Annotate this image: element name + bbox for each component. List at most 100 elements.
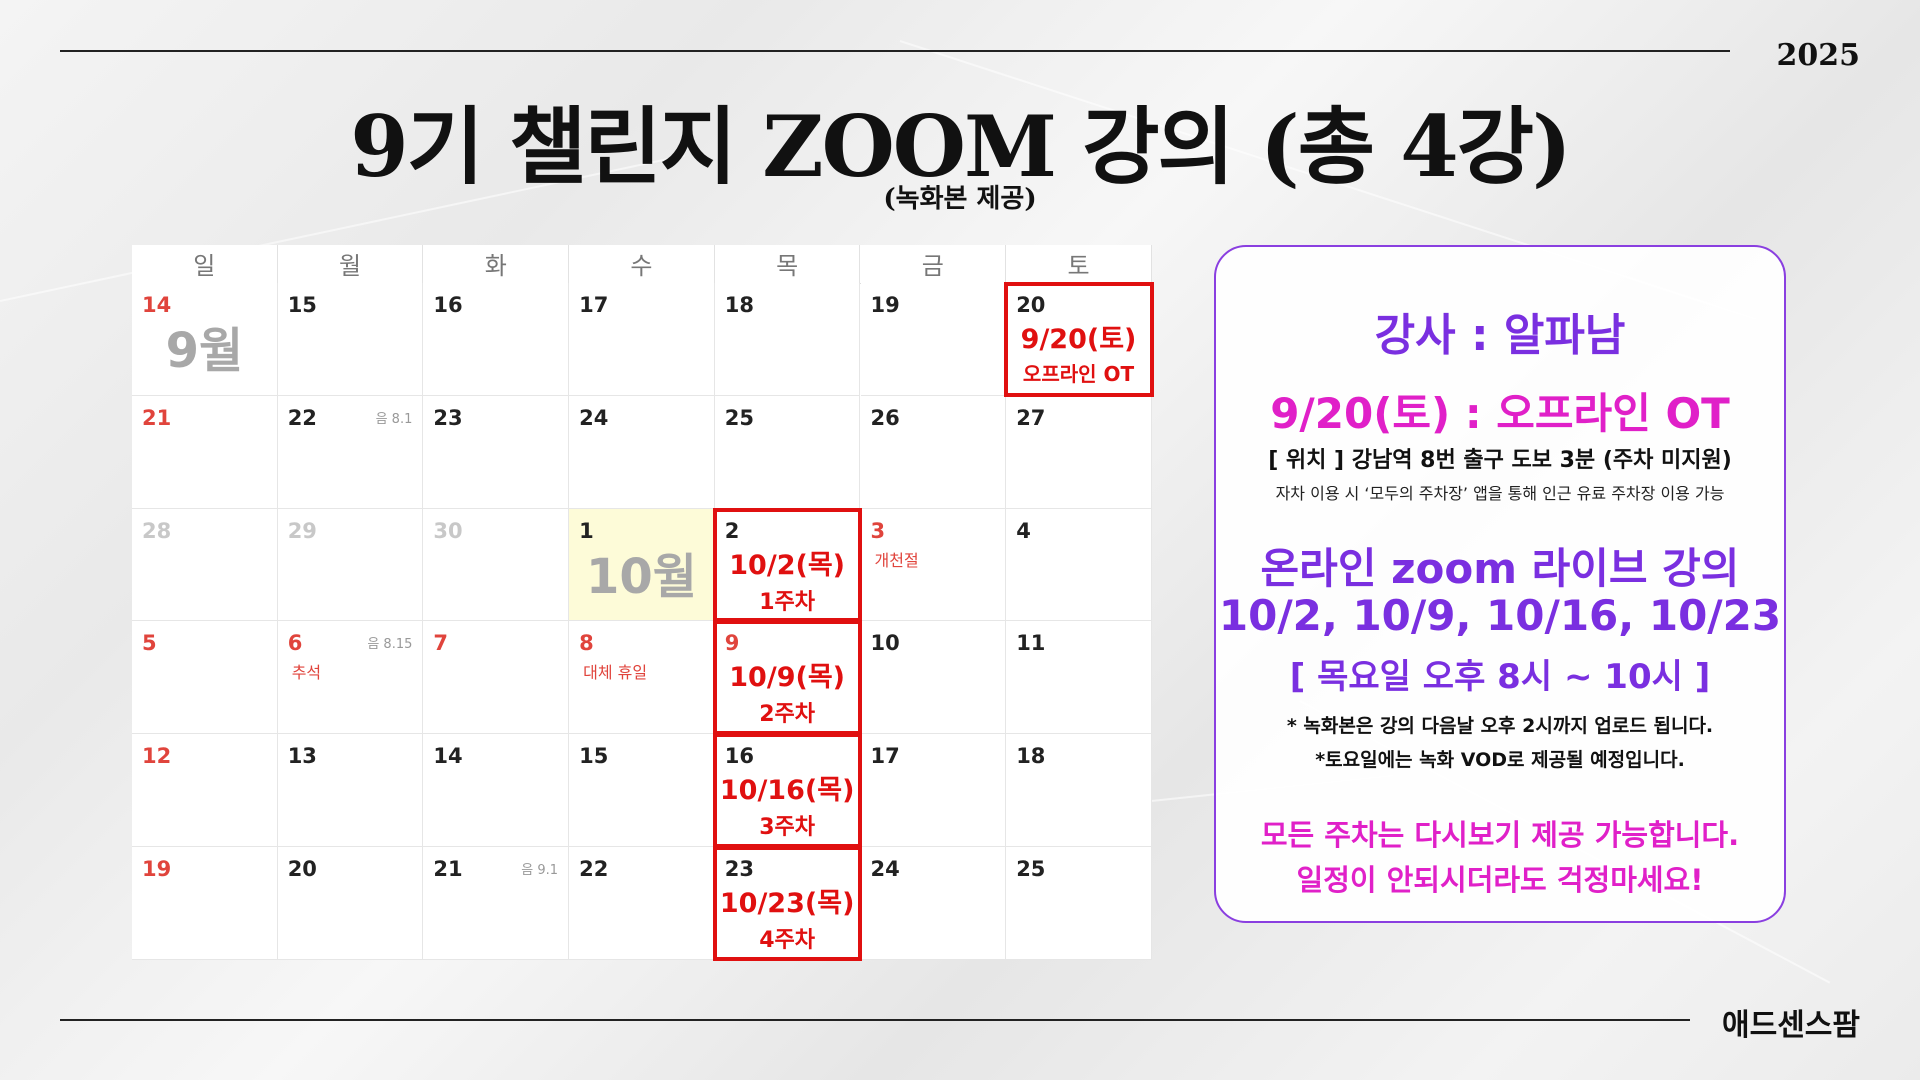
calendar-day: 13 (277, 734, 424, 847)
event-caption: 2주차 (759, 702, 816, 728)
calendar-day: 8 대체 휴일 (569, 621, 715, 735)
offline-ot-heading: 9/20(토) : 오프라인 OT (1270, 389, 1730, 438)
day-number: 10 (870, 631, 900, 656)
lunar-date: 음 8.15 (367, 637, 413, 653)
calendar-day: 23 10/23(목) 4주차 (714, 847, 861, 960)
day-number: 2 (724, 518, 740, 543)
calendar-day: 15 (277, 283, 424, 396)
parking-note: 자차 이용 시 ‘모두의 주차장’ 앱을 통해 인근 유료 주차장 이용 가능 (1275, 484, 1725, 503)
online-lecture-time: [ 목요일 오후 8시 ~ 10시 ] (1289, 657, 1711, 697)
month-label: 10월 (585, 548, 697, 605)
day-number: 8 (579, 631, 594, 656)
calendar-day: 16 10/16(목) 3주차 (714, 734, 861, 847)
calendar-day: 2 10/2(목) 1주차 (714, 508, 861, 622)
top-rule (60, 50, 1730, 52)
saturday-vod-note: *토요일에는 녹화 VOD로 제공될 예정입니다. (1315, 749, 1685, 771)
holiday-label: 개천절 (874, 550, 919, 570)
calendar-day: 15 (569, 734, 715, 847)
month-label: 9월 (165, 323, 244, 379)
day-number: 5 (142, 631, 157, 656)
day-number: 23 (724, 857, 755, 881)
holiday-label: 대체 휴일 (583, 663, 648, 683)
event-label: 10/9(목) 2주차 (715, 655, 860, 728)
calendar-day: 17 (860, 734, 1007, 847)
page-title: 9기 챌린지 ZOOM 강의 (총 4강) (350, 97, 1572, 196)
day-number: 30 (433, 518, 463, 543)
day-number: 1 (579, 518, 594, 543)
day-number: 25 (724, 405, 755, 430)
day-number: 19 (142, 857, 172, 881)
calendar-day: 18 (1006, 734, 1152, 847)
calendar-day: 24 (860, 847, 1007, 960)
day-number: 22 (579, 857, 609, 881)
calendar-day: 24 (569, 395, 715, 509)
calendar-day: 22 음 8.1 (277, 395, 424, 509)
recording-note: * 녹화본은 강의 다음날 오후 2시까지 업로드 됩니다. (1286, 715, 1714, 737)
calendar-day: 21 음 9.1 (423, 847, 570, 960)
weekday-label: 월 (278, 245, 424, 283)
day-number: 22 (287, 405, 317, 430)
day-number: 3 (870, 518, 886, 543)
calendar-day: 26 (860, 395, 1007, 509)
day-number: 9 (724, 631, 740, 656)
calendar-day: 16 (423, 283, 570, 396)
day-number: 17 (870, 744, 900, 769)
event-date: 10/9(목) (729, 662, 846, 694)
day-number: 19 (870, 293, 900, 317)
calendar-day: 23 (423, 395, 570, 509)
day-number: 26 (870, 405, 900, 430)
bottom-rule (60, 1019, 1690, 1021)
day-number: 14 (433, 744, 463, 769)
event-label: 10/16(목) 3주차 (715, 768, 860, 841)
calendar-day: 22 (569, 847, 715, 960)
online-lecture-heading: 온라인 zoom 라이브 강의 (1260, 544, 1740, 593)
calendar-day: 9 10/9(목) 2주차 (714, 621, 861, 735)
day-number: 28 (142, 518, 172, 543)
event-date: 9/20(토) (1020, 324, 1137, 355)
day-number: 21 (433, 857, 463, 881)
calendar-day: 29 (277, 508, 424, 622)
calendar-day: 1 10월 (569, 508, 715, 622)
day-number: 12 (142, 744, 172, 769)
calendar-day: 20 (277, 847, 424, 960)
day-number: 27 (1016, 405, 1046, 430)
calendar-day: 12 (132, 734, 278, 847)
day-number: 4 (1016, 518, 1031, 543)
calendar-day: 19 (132, 847, 278, 960)
event-caption: 오프라인 OT (1022, 362, 1135, 386)
day-number: 18 (724, 293, 755, 317)
location-text: [ 위치 ] 강남역 8번 출구 도보 3분 (주차 미지원) (1268, 448, 1732, 473)
day-number: 14 (142, 293, 172, 317)
event-caption: 1주차 (759, 589, 816, 615)
event-date: 10/16(목) (719, 775, 855, 807)
day-number: 16 (433, 293, 463, 317)
event-caption: 4주차 (759, 928, 816, 953)
event-label: 9/20(토) 오프라인 OT (1006, 317, 1151, 387)
day-number: 29 (287, 518, 317, 543)
calendar-day: 11 (1006, 621, 1152, 735)
day-number: 25 (1016, 857, 1046, 881)
calendar-day: 5 (132, 621, 278, 735)
day-number: 11 (1016, 631, 1046, 656)
event-date: 10/23(목) (719, 888, 855, 919)
lunar-date: 음 8.1 (375, 411, 413, 427)
replay-note: 모든 주차는 다시보기 제공 가능합니다. (1260, 818, 1740, 852)
year-label: 2025 (1776, 38, 1861, 73)
calendar-day: 6 음 8.15 추석 (277, 621, 424, 735)
calendar-day: 7 (423, 621, 570, 735)
day-number: 18 (1016, 744, 1046, 769)
brand-logo-text: 애드센스팜 (1722, 1008, 1860, 1043)
calendar-day: 14 9월 (132, 283, 278, 396)
calendar-day: 4 (1006, 508, 1152, 622)
reassurance-note: 일정이 안되시더라도 걱정마세요! (1296, 863, 1704, 897)
weekday-label: 수 (569, 245, 715, 283)
calendar-day: 17 (569, 283, 715, 396)
online-lecture-dates: 10/2, 10/9, 10/16, 10/23 (1218, 591, 1782, 640)
day-number: 17 (579, 293, 609, 317)
day-number: 21 (142, 405, 172, 430)
event-label: 10/2(목) 1주차 (715, 543, 860, 616)
day-number: 6 (287, 631, 303, 656)
page-subtitle: (녹화본 제공) (883, 184, 1037, 214)
